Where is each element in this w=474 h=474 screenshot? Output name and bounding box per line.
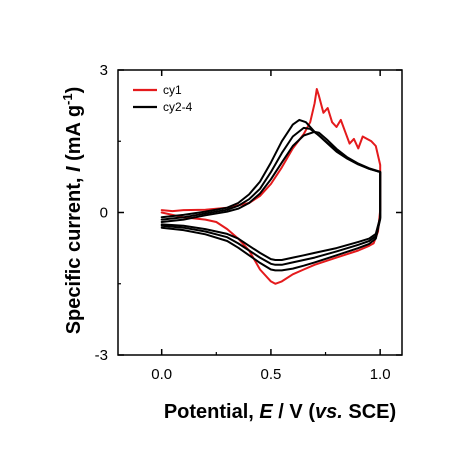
y-tick-label: 0 bbox=[100, 205, 108, 222]
plot-frame bbox=[117, 69, 403, 356]
legend-label-cy1: cy1 bbox=[163, 83, 182, 97]
legend: cy1 cy2-4 bbox=[133, 83, 193, 114]
x-axis-title: Potential, E / V (vs. SCE) bbox=[164, 401, 396, 423]
x-tick-label: 0.5 bbox=[260, 366, 281, 383]
series-line-cycle-4 bbox=[160, 130, 382, 272]
y-tick-label: -3 bbox=[95, 347, 108, 364]
series-line-cy1 bbox=[160, 88, 382, 285]
x-tick-label: 0.0 bbox=[151, 366, 172, 383]
tick-layer: 0.0 0.5 1.0 -3 0 3 bbox=[95, 62, 402, 383]
legend-label-cy2-4: cy2-4 bbox=[163, 100, 193, 114]
x-tick-label: 1.0 bbox=[370, 366, 391, 383]
series-layer bbox=[160, 88, 382, 285]
y-axis-title: Specific current, I (mA g-1) bbox=[60, 87, 85, 335]
y-tick-label: 3 bbox=[100, 62, 108, 79]
series-line-cy2-4 bbox=[160, 118, 382, 261]
